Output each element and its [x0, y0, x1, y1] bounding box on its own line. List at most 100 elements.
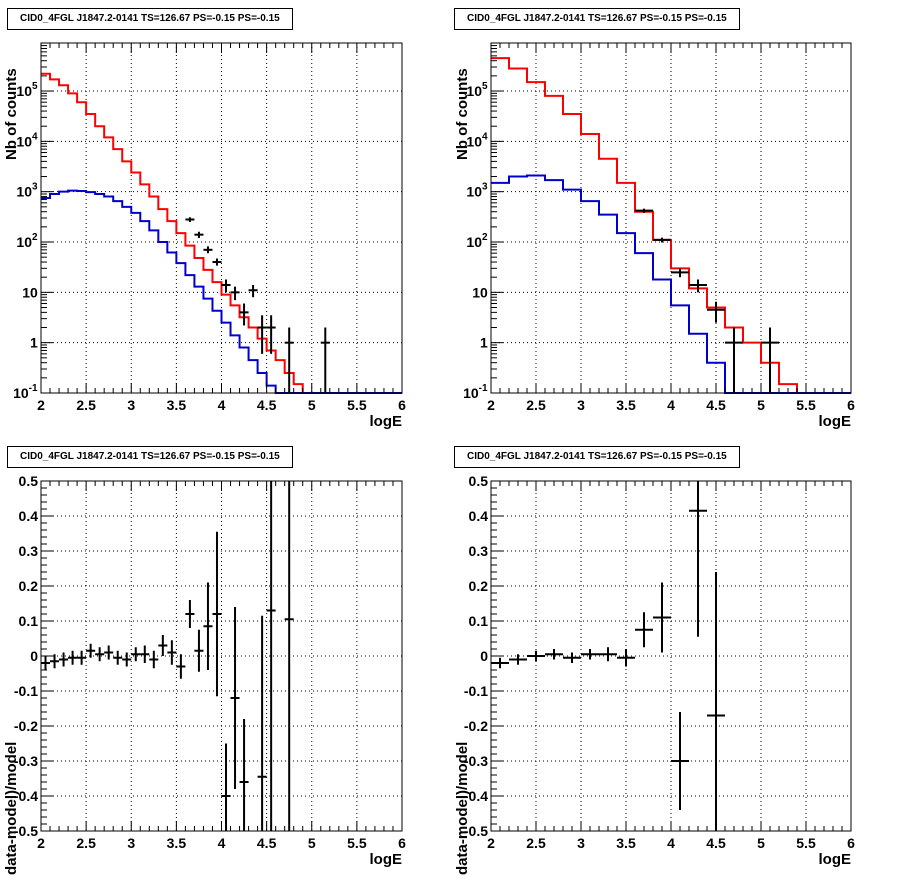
y-tick-label: 105 — [466, 81, 488, 99]
y-tick-label: 0.4 — [469, 508, 489, 524]
data-point — [194, 231, 204, 239]
data-point — [689, 481, 707, 637]
data-point — [185, 600, 195, 628]
y-tick-label: 0.3 — [469, 543, 489, 559]
x-axis-title: logE — [370, 851, 403, 868]
data-point — [689, 279, 707, 293]
y-tick-label: 0.1 — [19, 613, 39, 629]
data-point — [185, 217, 195, 222]
chart-panel-2: 2 2.5 3 3.5 4 4.5 5 5.5 610-1110102103104105logE… — [454, 42, 855, 430]
chart-title: CID0_4FGL J1847.2-0141 TS=126.67 PS=-0.1… — [454, 446, 740, 468]
data-point — [653, 237, 671, 243]
histogram-series-1 — [41, 72, 402, 394]
y-tick-mantissa: 10 — [13, 385, 29, 401]
data-point — [239, 303, 249, 326]
y-tick-mantissa: 10 — [16, 133, 32, 149]
x-tick-label: 2 — [37, 835, 45, 851]
data-point — [167, 640, 177, 665]
y-tick-label: 104 — [466, 131, 488, 149]
y-tick-mantissa: 10 — [463, 385, 479, 401]
y-tick-label: 10-1 — [463, 383, 488, 401]
y-tick-label: -0.3 — [14, 753, 38, 769]
data-point — [221, 743, 231, 831]
data-point — [266, 481, 276, 831]
data-point — [581, 649, 599, 660]
y-tick-exponent: 4 — [32, 131, 38, 142]
data-point — [635, 612, 653, 648]
y-tick-label: 1 — [30, 335, 38, 351]
x-tick-label: 3.5 — [167, 835, 187, 851]
y-tick-exponent: -1 — [479, 383, 488, 394]
data-point — [86, 643, 96, 658]
data-point — [284, 481, 294, 831]
y-tick-label: 104 — [16, 131, 38, 149]
data-point — [194, 629, 204, 672]
y-tick-exponent: 5 — [482, 81, 488, 92]
x-tick-label: 2.5 — [526, 397, 546, 413]
x-tick-label: 2.5 — [76, 835, 96, 851]
y-tick-label: -0.3 — [464, 753, 488, 769]
x-tick-label: 5.5 — [347, 835, 367, 851]
y-tick-label: -0.1 — [464, 683, 488, 699]
y-tick-label: -0.1 — [14, 683, 38, 699]
data-point — [257, 615, 267, 831]
y-tick-label: 1 — [480, 335, 488, 351]
x-tick-label: 3.5 — [616, 835, 636, 851]
data-point — [248, 284, 258, 298]
x-tick-label: 2.5 — [526, 835, 546, 851]
y-tick-label: 0.5 — [469, 473, 489, 489]
y-tick-label: 0.3 — [19, 543, 39, 559]
y-tick-mantissa: 10 — [16, 184, 32, 200]
data-point — [68, 650, 78, 665]
chart-panel-4: 2 2.5 3 3.5 4 4.5 5 5.5 6 -0.5 -0.4 -0.3 -0.2 -0.1 0 0.… — [454, 473, 855, 875]
x-tick-label: 4.5 — [257, 397, 277, 413]
x-tick-label: 6 — [398, 835, 406, 851]
data-point — [761, 327, 779, 393]
y-axis-title: (data-model)/model — [454, 742, 471, 875]
data-point — [725, 327, 743, 393]
x-tick-label: 4.5 — [257, 835, 277, 851]
x-tick-label: 6 — [398, 397, 406, 413]
data-point — [104, 645, 114, 660]
data-point — [266, 315, 276, 354]
chart-title: CID0_4FGL J1847.2-0141 TS=126.67 PS=-0.1… — [454, 8, 740, 30]
data-point — [131, 647, 141, 662]
y-tick-mantissa: 1 — [30, 335, 38, 351]
y-tick-mantissa: 10 — [466, 133, 482, 149]
data-point — [284, 327, 294, 393]
data-point — [635, 208, 653, 213]
y-tick-label: 102 — [16, 232, 38, 250]
y-tick-label: 0.4 — [19, 508, 39, 524]
y-tick-mantissa: 10 — [466, 234, 482, 250]
x-tick-label: 4 — [667, 835, 675, 851]
y-tick-label: 0.2 — [19, 578, 39, 594]
data-point — [509, 654, 527, 665]
y-tick-exponent: 5 — [32, 81, 38, 92]
y-tick-exponent: -1 — [29, 383, 38, 394]
x-tick-label: 5 — [757, 835, 765, 851]
data-point — [320, 327, 330, 393]
y-tick-label: 10 — [22, 284, 38, 300]
x-tick-label: 5.5 — [796, 835, 816, 851]
y-tick-label: -0.2 — [14, 718, 38, 734]
y-axis-title: Nb of counts — [3, 68, 20, 160]
x-tick-label: 3 — [127, 397, 135, 413]
y-tick-label: 10-1 — [13, 383, 38, 401]
data-point — [545, 649, 563, 660]
y-tick-exponent: 3 — [482, 182, 488, 193]
data-point — [158, 635, 168, 656]
data-point — [671, 712, 689, 810]
y-tick-label: 102 — [466, 232, 488, 250]
data-point — [77, 650, 87, 665]
y-axis-title: (data-model)/model — [3, 742, 20, 875]
x-tick-label: 3 — [127, 835, 135, 851]
y-tick-label: 10 — [472, 284, 488, 300]
y-tick-mantissa: 10 — [466, 83, 482, 99]
data-point — [149, 650, 159, 669]
y-tick-label: 103 — [16, 182, 38, 200]
chart-title: CID0_4FGL J1847.2-0141 TS=126.67 PS=-0.1… — [7, 446, 293, 468]
data-point — [113, 650, 123, 665]
y-axis-title: Nb of counts — [454, 68, 471, 160]
x-tick-label: 4 — [218, 835, 226, 851]
data-point — [617, 649, 635, 667]
